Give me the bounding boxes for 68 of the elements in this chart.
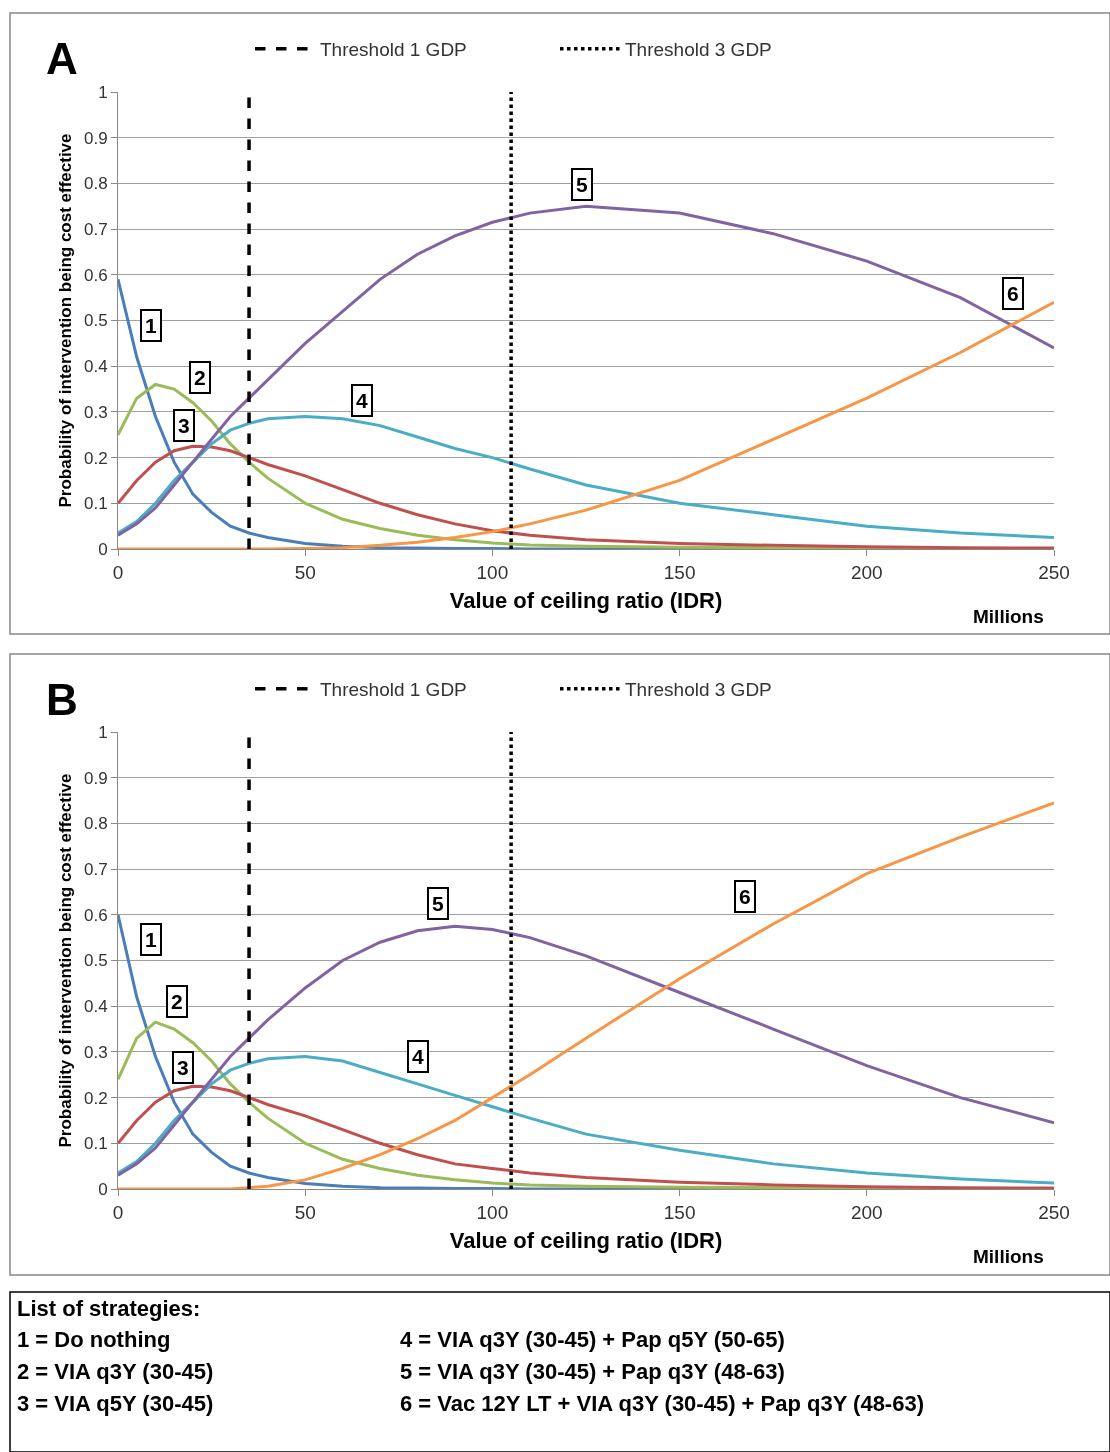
annotation: 2	[194, 366, 206, 389]
legend-label: Threshold 3 GDP	[625, 679, 772, 701]
y-tick-label: 0.2	[83, 1088, 108, 1108]
text: 6 = Vac 12Y LT + VIA q3Y (30-45) + Pap q3Y (48-63)	[400, 1391, 924, 1416]
y-tick-label: 0.9	[83, 128, 108, 148]
text: Millions	[973, 606, 1044, 627]
annotation: 1	[145, 314, 157, 337]
chart-title: B	[46, 675, 78, 724]
y-tick-label: 0	[98, 539, 108, 559]
text: 4 = VIA q3Y (30-45) + Pap q5Y (50-65)	[400, 1327, 785, 1352]
y-tick-label: 1	[98, 82, 108, 102]
x-tick-label: 150	[663, 1201, 696, 1223]
x-tick-label: 150	[663, 561, 696, 583]
annotation: 5	[576, 173, 588, 196]
legend-label: Threshold 1 GDP	[320, 39, 467, 61]
y-tick-label: 0.3	[83, 402, 108, 422]
y-tick-label: 0.5	[83, 311, 108, 331]
annotation: 2	[171, 990, 183, 1013]
y-tick-label: 0.5	[83, 951, 108, 971]
x-tick-label: 50	[294, 1201, 316, 1223]
legend-label: Threshold 1 GDP	[320, 679, 467, 701]
x-tick-label: 250	[1038, 1201, 1070, 1223]
x-tick-label: 0	[112, 1201, 124, 1223]
text: 1 = Do nothing	[17, 1327, 171, 1352]
y-tick-label: 0.3	[83, 1042, 108, 1062]
y-tick-label: 0.7	[83, 860, 108, 880]
y-tick-label: 1	[98, 722, 108, 742]
y-tick-label: 0.6	[83, 265, 108, 285]
text: 2 = VIA q3Y (30-45)	[17, 1359, 214, 1384]
y-axis-title: Probability of intervention being cost effective	[55, 773, 75, 1148]
x-tick-label: 200	[850, 561, 883, 583]
y-tick-label: 0.4	[83, 357, 108, 377]
y-tick-label: 0.2	[83, 448, 108, 468]
text: Millions	[973, 1246, 1044, 1267]
annotation: 4	[356, 389, 368, 412]
text: List of strategies:	[17, 1296, 201, 1321]
legend-label: Threshold 3 GDP	[625, 39, 772, 61]
y-tick-label: 0	[98, 1179, 108, 1199]
chart-title: A	[46, 34, 78, 83]
annotation: 3	[177, 1056, 189, 1079]
y-tick-label: 0.7	[83, 220, 108, 240]
y-tick-label: 0.9	[83, 768, 108, 788]
annotation: 3	[178, 414, 190, 437]
annotation: 4	[412, 1045, 424, 1068]
y-tick-label: 0.8	[83, 814, 108, 834]
x-tick-label: 250	[1038, 561, 1070, 583]
y-tick-label: 0.4	[83, 997, 108, 1017]
text: 3 = VIA q5Y (30-45)	[17, 1391, 214, 1416]
y-tick-label: 0.8	[83, 174, 108, 194]
x-tick-label: 0	[112, 561, 124, 583]
annotation: 5	[432, 892, 444, 915]
x-tick-label: 50	[294, 561, 316, 583]
x-axis-title: Value of ceiling ratio (IDR)	[449, 1227, 723, 1253]
x-tick-label: 100	[476, 1201, 509, 1223]
annotation: 6	[1007, 282, 1019, 305]
annotation: 1	[145, 928, 157, 951]
x-axis-title: Value of ceiling ratio (IDR)	[449, 587, 723, 613]
annotation: 6	[739, 885, 751, 908]
text: 5 = VIA q3Y (30-45) + Pap q3Y (48-63)	[400, 1359, 785, 1384]
line-series	[118, 414, 1054, 540]
y-tick-label: 0.1	[83, 494, 108, 514]
y-tick-label: 0.1	[83, 1134, 108, 1154]
line-series	[118, 204, 1054, 537]
line-series	[118, 924, 1054, 1177]
x-tick-label: 100	[476, 561, 509, 583]
y-axis-title: Probability of intervention being cost effective	[55, 133, 75, 508]
x-tick-label: 200	[850, 1201, 883, 1223]
y-tick-label: 0.6	[83, 905, 108, 925]
